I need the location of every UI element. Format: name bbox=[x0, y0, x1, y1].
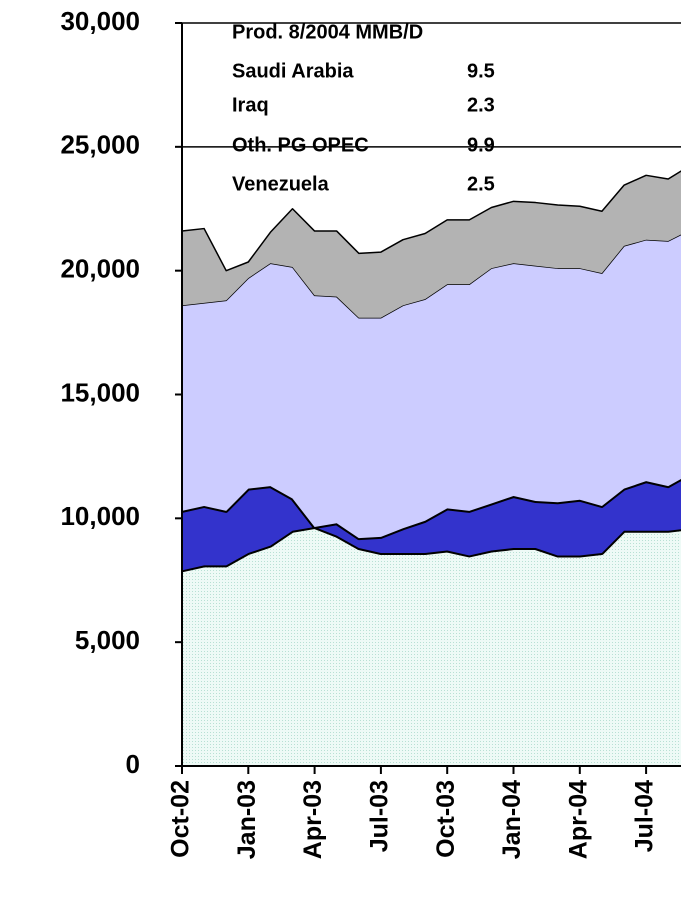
annotation-label: Iraq bbox=[232, 94, 269, 116]
annotation-label: Saudi Arabia bbox=[232, 60, 354, 82]
annotation-value: 2.5 bbox=[467, 173, 495, 195]
y-tick-label: 0 bbox=[126, 749, 140, 779]
x-tick-label: Jan-03 bbox=[233, 780, 261, 859]
x-tick-label: Apr-04 bbox=[564, 780, 592, 859]
annotation-label: Oth. PG OPEC bbox=[232, 134, 369, 156]
area bbox=[182, 234, 681, 539]
area-edge bbox=[181, 170, 681, 272]
area bbox=[182, 171, 681, 318]
x-tick-label: Jan-04 bbox=[498, 780, 526, 859]
y-tick-label: 25,000 bbox=[60, 130, 140, 160]
x-tick-label: Jul-04 bbox=[631, 780, 659, 852]
x-tick-label: Oct-02 bbox=[167, 780, 195, 858]
y-tick-label: 5,000 bbox=[75, 625, 140, 655]
annotation-value: 9.9 bbox=[467, 134, 495, 156]
annotation-value: 9.5 bbox=[467, 60, 495, 82]
y-tick-label: 10,000 bbox=[60, 501, 140, 531]
y-tick-label: 30,000 bbox=[60, 6, 140, 36]
x-tick-label: Jul-03 bbox=[366, 780, 394, 852]
x-tick-label: Apr-03 bbox=[299, 780, 327, 859]
y-tick-label: 15,000 bbox=[60, 377, 140, 407]
annotation-label: Venezuela bbox=[232, 173, 330, 195]
x-tick-label: Oct-03 bbox=[432, 780, 460, 858]
area bbox=[182, 527, 681, 766]
annotation-title: Prod. 8/2004 MMB/D bbox=[232, 21, 423, 43]
y-tick-label: 20,000 bbox=[60, 254, 140, 284]
annotation-value: 2.3 bbox=[467, 94, 495, 116]
area-edge bbox=[181, 476, 681, 541]
area bbox=[182, 478, 681, 571]
